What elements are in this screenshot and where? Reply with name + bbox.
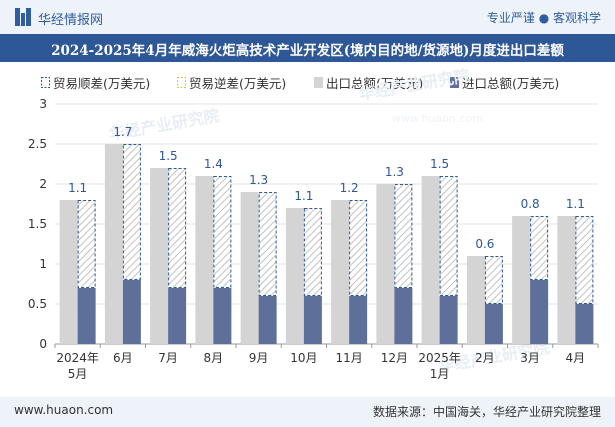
x-tick-label: 4月 xyxy=(566,351,586,365)
surplus-bar xyxy=(258,192,277,296)
x-tick-label: 1月 xyxy=(430,367,450,381)
surplus-data-label: 1.3 xyxy=(385,165,404,179)
surplus-bar xyxy=(349,200,368,296)
legend-swatch-import xyxy=(450,76,459,88)
surplus-bar xyxy=(122,144,141,280)
surplus-bar xyxy=(484,256,503,304)
surplus-data-label: 0.8 xyxy=(521,197,540,211)
y-axis: 0 0.5 1 1.5 2 2.5 3 xyxy=(28,97,47,351)
surplus-bar xyxy=(77,200,96,288)
x-tick-label: 2024年 xyxy=(56,351,99,365)
x-tick-label: 2025年 xyxy=(418,351,461,365)
export-bar xyxy=(331,200,350,344)
import-bar xyxy=(168,288,187,344)
import-bar xyxy=(530,280,549,344)
surplus-data-label: 1.1 xyxy=(566,197,585,211)
x-tick-label: 9月 xyxy=(249,351,269,365)
import-bar xyxy=(484,304,503,344)
legend-item-surplus: 贸易顺差(万美元) xyxy=(41,72,150,92)
export-bar xyxy=(421,176,440,344)
export-bar xyxy=(512,216,531,344)
export-bar xyxy=(104,144,123,344)
import-bar xyxy=(349,296,368,344)
chart-legend: 贸易顺差(万美元) 贸易逆差(万美元) 出口总额(万美元) 进口总额(万美元) xyxy=(0,72,615,92)
legend-label-import: 进口总额(万美元) xyxy=(462,75,560,91)
x-tick-label: 12月 xyxy=(381,351,408,365)
brand-logo-icon xyxy=(15,8,31,26)
watermark-text: 华经产业研究院 xyxy=(357,66,471,104)
import-bar xyxy=(213,288,232,344)
surplus-data-label: 0.6 xyxy=(475,237,494,251)
x-tick-label: 2月 xyxy=(475,351,495,365)
export-bar xyxy=(59,200,78,344)
surplus-bar xyxy=(168,168,187,288)
surplus-data-label: 1.3 xyxy=(249,173,268,187)
surplus-bar xyxy=(394,184,413,288)
export-bar xyxy=(285,208,304,344)
surplus-data-label: 1.1 xyxy=(294,189,313,203)
footer-bar: www.huaon.com 数据来源：中国海关，华经产业研究院整理 xyxy=(0,397,615,427)
surplus-data-label: 1.2 xyxy=(340,181,359,195)
y-tick-label: 2 xyxy=(39,177,47,191)
y-tick-label: 0 xyxy=(39,337,47,351)
export-bar xyxy=(376,184,395,344)
surplus-data-label: 1.5 xyxy=(159,149,178,163)
y-tick-label: 1 xyxy=(39,257,47,271)
export-bar xyxy=(150,168,169,344)
import-bar xyxy=(575,304,594,344)
watermark-url: www.huaon.com xyxy=(392,112,483,125)
import-bar xyxy=(122,280,141,344)
x-axis: 2024年 5月 6月 7月 8月 9月 10月 11月 12月 2025年 1月 2月 3月 4月 xyxy=(54,344,599,381)
footer-source: 数据来源：中国海关，华经产业研究院整理 xyxy=(372,405,601,419)
surplus-bar xyxy=(439,176,458,296)
y-tick-label: 3 xyxy=(39,97,47,111)
surplus-data-label: 1.4 xyxy=(204,157,223,171)
surplus-bar xyxy=(303,208,322,296)
legend-swatch-export xyxy=(314,76,323,88)
legend-item-export: 出口总额(万美元) xyxy=(314,72,423,92)
x-tick-label: 11月 xyxy=(335,351,362,365)
chart-title: 2024-2025年4月年威海火炬高技术产业开发区(境内目的地/货源地)月度进出… xyxy=(51,43,564,59)
legend-label-export: 出口总额(万美元) xyxy=(326,75,424,91)
y-tick-label: 2.5 xyxy=(28,137,47,151)
import-bar xyxy=(258,296,277,344)
surplus-bar xyxy=(530,216,549,280)
chart-bars: 1.1 1.7 1.5 1.4 1.3 1.1 1.2 1.3 1.5 0.6 0.8 1.1 xyxy=(59,125,594,344)
export-bar xyxy=(240,192,259,344)
export-bar xyxy=(557,216,576,344)
surplus-data-label: 1.5 xyxy=(430,157,449,171)
import-bar xyxy=(394,288,413,344)
surplus-bar xyxy=(213,176,232,288)
x-tick-label: 8月 xyxy=(204,351,224,365)
top-bar: 华经情报网 专业严谨 ● 客观科学 xyxy=(0,0,615,34)
y-tick-label: 0.5 xyxy=(28,297,47,311)
footer-site: www.huaon.com xyxy=(14,403,114,417)
y-tick-label: 1.5 xyxy=(28,217,47,231)
surplus-bar xyxy=(575,216,594,304)
legend-swatch-surplus xyxy=(41,76,50,88)
legend-label-surplus: 贸易顺差(万美元) xyxy=(53,75,151,91)
x-tick-label: 5月 xyxy=(68,367,88,381)
x-tick-label: 3月 xyxy=(520,351,540,365)
x-tick-label: 10月 xyxy=(290,351,317,365)
export-bar xyxy=(466,256,485,344)
surplus-data-label: 1.7 xyxy=(113,125,132,139)
legend-swatch-deficit xyxy=(177,76,186,88)
surplus-data-label: 1.1 xyxy=(68,181,87,195)
legend-item-import: 进口总额(万美元) xyxy=(450,72,559,92)
x-tick-label: 6月 xyxy=(113,351,133,365)
brand-name: 华经情报网 xyxy=(38,13,104,28)
brand-tagline: 专业严谨 ● 客观科学 xyxy=(486,11,601,25)
legend-label-deficit: 贸易逆差(万美元) xyxy=(189,75,287,91)
legend-item-deficit: 贸易逆差(万美元) xyxy=(177,72,286,92)
import-bar xyxy=(77,288,96,344)
export-bar xyxy=(195,176,214,344)
title-bar: 2024-2025年4月年威海火炬高技术产业开发区(境内目的地/货源地)月度进出… xyxy=(0,34,615,62)
import-bar xyxy=(303,296,322,344)
import-bar xyxy=(439,296,458,344)
x-tick-label: 7月 xyxy=(158,351,178,365)
